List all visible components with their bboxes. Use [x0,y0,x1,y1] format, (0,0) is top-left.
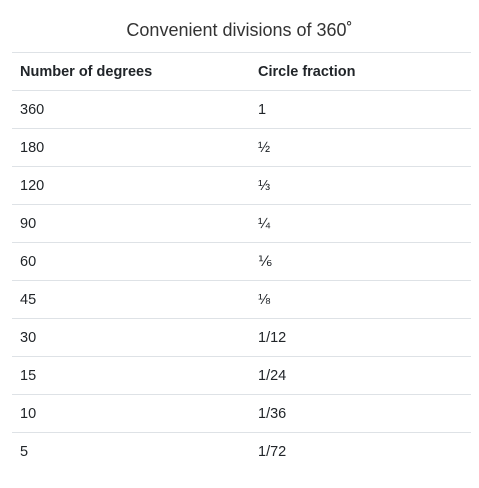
table-body: 360 1 180 ½ 120 ⅓ 90 ¼ 60 ⅙ 45 ⅛ [12,90,471,470]
table-row: 30 1/12 [12,318,471,357]
fraction-cell: ¼ [250,204,471,243]
table-row: 360 1 [12,90,471,129]
fraction-cell: ⅓ [250,166,471,205]
degrees-cell: 30 [12,318,250,357]
table-header: Number of degrees Circle fraction [12,52,471,91]
degrees-cell: 180 [12,128,250,167]
fraction-cell: 1 [250,90,471,129]
degrees-cell: 360 [12,90,250,129]
table-row: 5 1/72 [12,432,471,470]
degrees-cell: 5 [12,432,250,470]
table-row: 120 ⅓ [12,166,471,205]
degrees-cell: 10 [12,394,250,433]
table-row: 45 ⅛ [12,280,471,319]
degrees-cell: 60 [12,242,250,281]
fraction-cell: 1/36 [250,394,471,433]
header-circle-fraction: Circle fraction [250,52,471,91]
header-row: Number of degrees Circle fraction [12,52,471,91]
table-row: 90 ¼ [12,204,471,243]
degrees-cell: 45 [12,280,250,319]
fraction-cell: ½ [250,128,471,167]
table-row: 180 ½ [12,128,471,167]
fraction-cell: 1/12 [250,318,471,357]
table-row: 10 1/36 [12,394,471,433]
fraction-cell: 1/72 [250,432,471,470]
divisions-table: Number of degrees Circle fraction 360 1 … [12,52,471,470]
fraction-cell: ⅙ [250,242,471,281]
degrees-cell: 90 [12,204,250,243]
table-row: 60 ⅙ [12,242,471,281]
degrees-cell: 15 [12,356,250,395]
degrees-cell: 120 [12,166,250,205]
table-row: 15 1/24 [12,356,471,395]
table-caption: Convenient divisions of 360˚ [126,20,353,40]
fraction-cell: ⅛ [250,280,471,319]
header-number-of-degrees: Number of degrees [12,52,250,91]
fraction-cell: 1/24 [250,356,471,395]
